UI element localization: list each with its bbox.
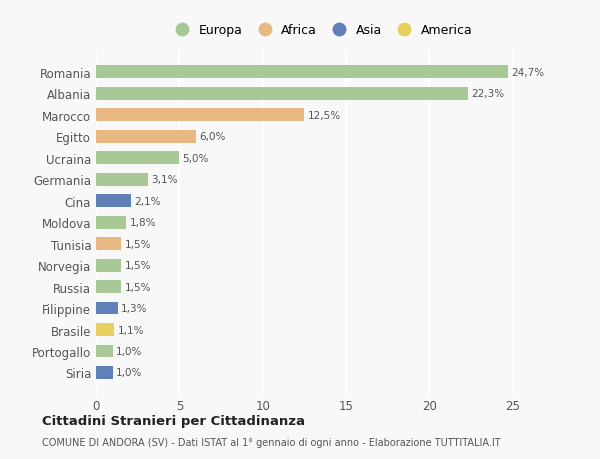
Text: 1,0%: 1,0% — [116, 368, 142, 378]
Bar — [96, 323, 115, 336]
Bar — [96, 259, 121, 272]
Bar — [96, 195, 131, 207]
Bar — [96, 109, 304, 122]
Bar — [96, 366, 113, 379]
Bar — [96, 130, 196, 143]
Bar — [96, 302, 118, 315]
Text: 12,5%: 12,5% — [308, 111, 341, 120]
Bar — [96, 152, 179, 165]
Text: 1,8%: 1,8% — [130, 218, 156, 228]
Text: 1,1%: 1,1% — [118, 325, 144, 335]
Text: 1,3%: 1,3% — [121, 303, 148, 313]
Text: 22,3%: 22,3% — [471, 89, 504, 99]
Text: 1,0%: 1,0% — [116, 346, 142, 356]
Text: 1,5%: 1,5% — [124, 261, 151, 270]
Text: 3,1%: 3,1% — [151, 175, 178, 185]
Text: 2,1%: 2,1% — [134, 196, 161, 206]
Text: 1,5%: 1,5% — [124, 282, 151, 292]
Bar — [96, 280, 121, 293]
Text: 6,0%: 6,0% — [199, 132, 226, 142]
Text: 24,7%: 24,7% — [511, 67, 544, 78]
Text: COMUNE DI ANDORA (SV) - Dati ISTAT al 1° gennaio di ogni anno - Elaborazione TUT: COMUNE DI ANDORA (SV) - Dati ISTAT al 1°… — [42, 437, 500, 447]
Legend: Europa, Africa, Asia, America: Europa, Africa, Asia, America — [164, 19, 478, 42]
Text: Cittadini Stranieri per Cittadinanza: Cittadini Stranieri per Cittadinanza — [42, 414, 305, 428]
Text: 1,5%: 1,5% — [124, 239, 151, 249]
Bar — [96, 88, 467, 101]
Bar — [96, 238, 121, 251]
Text: 5,0%: 5,0% — [182, 153, 209, 163]
Bar — [96, 174, 148, 186]
Bar — [96, 345, 113, 358]
Bar — [96, 216, 126, 229]
Bar — [96, 66, 508, 79]
